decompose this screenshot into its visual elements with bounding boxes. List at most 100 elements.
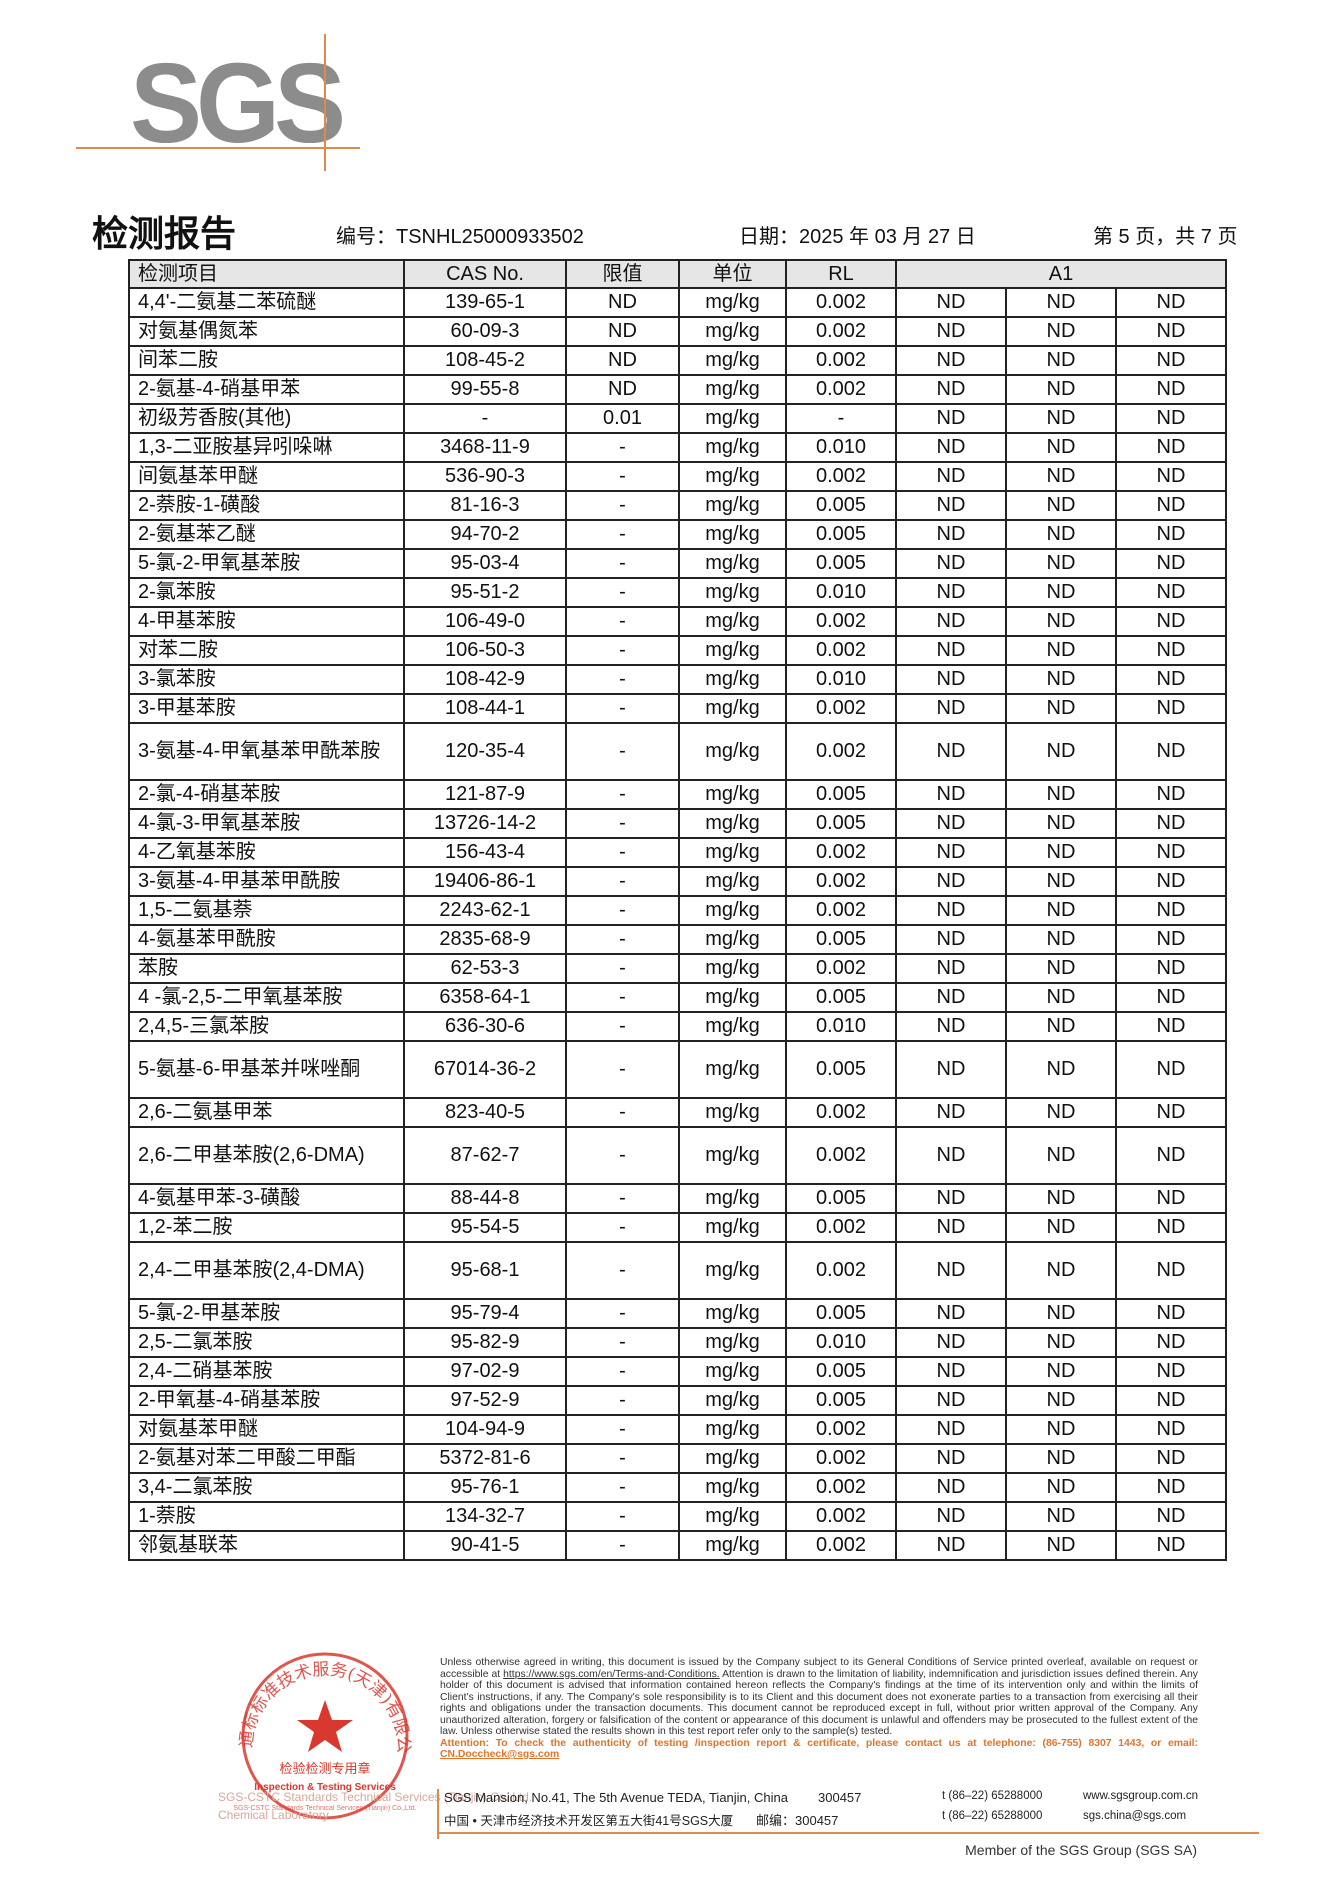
- cell-item: 4-氨基甲苯-3-磺酸: [128, 1183, 405, 1214]
- cell-unit: mg/kg: [678, 1298, 787, 1329]
- cell-a1-result-1: ND: [895, 635, 1007, 666]
- cell-a1-result-1: ND: [895, 1385, 1007, 1416]
- table-row: 2,5-二氯苯胺 95-82-9- mg/kg 0.010 ND ND ND: [128, 1327, 1227, 1358]
- cell-cas: 120-35-4: [403, 722, 567, 781]
- cell-item: 间氨基苯甲醚: [128, 461, 405, 492]
- cell-item: 苯胺: [128, 953, 405, 984]
- cell-unit: mg/kg: [678, 345, 787, 376]
- cell-cas: 19406-86-1: [403, 866, 567, 897]
- cell-cas: 62-53-3: [403, 953, 567, 984]
- table-row: 3,4-二氯苯胺 95-76-1- mg/kg 0.002 ND ND ND: [128, 1472, 1227, 1503]
- cell-a1-result-1: ND: [895, 924, 1007, 955]
- cell-a1-result-1: ND: [895, 1040, 1007, 1099]
- stamp-outer-en: SGS-CSTC Standards Technical Services (T…: [233, 1805, 416, 1812]
- cell-rl: 0.005: [785, 982, 897, 1013]
- cell-item: 2-氯苯胺: [128, 577, 405, 608]
- terms-link[interactable]: https://www.sgs.com/en/Terms-and-Conditi…: [503, 1668, 720, 1680]
- cell-limit: -: [565, 664, 680, 695]
- cell-item: 3-甲基苯胺: [128, 693, 405, 724]
- cell-a1-result-1: ND: [895, 1011, 1007, 1042]
- cell-a1-result-3: ND: [1115, 635, 1227, 666]
- doccheck-email-link[interactable]: CN.Doccheck@sgs.com: [440, 1749, 560, 1760]
- cell-limit: -: [565, 1385, 680, 1416]
- authenticity-notice: Attention: To check the authenticity of …: [440, 1737, 1198, 1749]
- cell-unit: mg/kg: [678, 287, 787, 318]
- cell-item: 1,2-苯二胺: [128, 1212, 405, 1243]
- cell-unit: mg/kg: [678, 1040, 787, 1099]
- cell-a1-result-3: ND: [1115, 953, 1227, 984]
- cell-a1-result-3: ND: [1115, 1097, 1227, 1128]
- cell-item: 2-氨基对苯二甲酸二甲酯: [128, 1443, 405, 1474]
- cell-limit: -: [565, 1040, 680, 1099]
- cell-a1-result-3: ND: [1115, 1241, 1227, 1300]
- cell-unit: mg/kg: [678, 1530, 787, 1561]
- cell-a1-result-1: ND: [895, 982, 1007, 1013]
- cell-item: 4-氯-3-甲氧基苯胺: [128, 808, 405, 839]
- cell-a1-result-3: ND: [1115, 374, 1227, 405]
- cell-a1-result-1: ND: [895, 779, 1007, 810]
- cell-rl: 0.002: [785, 1212, 897, 1243]
- cell-a1-result-3: ND: [1115, 1472, 1227, 1503]
- cell-limit: -: [565, 635, 680, 666]
- cell-rl: 0.002: [785, 1097, 897, 1128]
- cell-limit: -: [565, 1097, 680, 1128]
- cell-a1-result-3: ND: [1115, 808, 1227, 839]
- cell-cas: 95-79-4: [403, 1298, 567, 1329]
- table-row: 对氨基苯甲醚 104-94-9- mg/kg 0.002 ND ND ND: [128, 1414, 1227, 1445]
- inspection-stamp: 通标标准技术服务(天津)有限公司 检验检测专用章 Inspection & Te…: [230, 1648, 417, 1820]
- cell-a1-result-2: ND: [1005, 722, 1117, 781]
- cell-unit: mg/kg: [678, 924, 787, 955]
- cell-item: 4-乙氧基苯胺: [128, 837, 405, 868]
- cell-unit: mg/kg: [678, 461, 787, 492]
- table-row: 2,4-二甲基苯胺(2,4-DMA) 95-68-1- mg/kg 0.002 ND ND…: [128, 1241, 1227, 1300]
- cell-a1-result-2: ND: [1005, 866, 1117, 897]
- cell-limit: ND: [565, 345, 680, 376]
- cell-cas: 95-03-4: [403, 548, 567, 579]
- cell-rl: 0.002: [785, 461, 897, 492]
- cell-item: 4-甲基苯胺: [128, 606, 405, 637]
- cell-cas: 636-30-6: [403, 1011, 567, 1042]
- website[interactable]: www.sgsgroup.com.cn: [1083, 1790, 1199, 1802]
- header-rl: RL: [785, 259, 897, 289]
- cell-limit: -: [565, 1327, 680, 1358]
- header-item: 检测项目: [128, 259, 405, 289]
- table-row: 间氨基苯甲醚 536-90-3- mg/kg 0.002 ND ND ND: [128, 461, 1227, 492]
- header-a1: A1: [895, 259, 1227, 289]
- table-row: 对氨基偶氮苯 60-09-3 ND mg/kg 0.002 ND ND ND: [128, 316, 1227, 347]
- cell-unit: mg/kg: [678, 664, 787, 695]
- cell-a1-result-3: ND: [1115, 1298, 1227, 1329]
- table-row: 邻氨基联苯 90-41-5- mg/kg 0.002 ND ND ND: [128, 1530, 1227, 1561]
- cell-cas: 3468-11-9: [403, 432, 567, 463]
- cell-a1-result-2: ND: [1005, 1472, 1117, 1503]
- footer-divider: [437, 1832, 1259, 1834]
- cell-a1-result-3: ND: [1115, 548, 1227, 579]
- cell-unit: mg/kg: [678, 982, 787, 1013]
- cell-limit: -: [565, 808, 680, 839]
- cell-cas: 97-02-9: [403, 1356, 567, 1387]
- cell-item: 3-氨基-4-甲氧基苯甲酰苯胺: [128, 722, 405, 781]
- cell-a1-result-2: ND: [1005, 374, 1117, 405]
- cell-cas: 536-90-3: [403, 461, 567, 492]
- disclaimer-text-1: Unless otherwise agreed in writing, this…: [440, 1657, 1198, 1680]
- cell-a1-result-2: ND: [1005, 519, 1117, 550]
- cell-a1-result-3: ND: [1115, 345, 1227, 376]
- contact-email[interactable]: sgs.china@sgs.com: [1083, 1810, 1187, 1822]
- cell-limit: -: [565, 1530, 680, 1561]
- cell-cas: 81-16-3: [403, 490, 567, 521]
- cell-a1-result-1: ND: [895, 808, 1007, 839]
- cell-cas: 6358-64-1: [403, 982, 567, 1013]
- cell-a1-result-3: ND: [1115, 1212, 1227, 1243]
- cell-rl: 0.002: [785, 635, 897, 666]
- cell-a1-result-3: ND: [1115, 1183, 1227, 1214]
- cell-a1-result-1: ND: [895, 953, 1007, 984]
- cell-unit: mg/kg: [678, 1011, 787, 1042]
- cell-a1-result-3: ND: [1115, 461, 1227, 492]
- cell-item: 2-氨基-4-硝基甲苯: [128, 374, 405, 405]
- table-row: 2-氨基-4-硝基甲苯 99-55-8 ND mg/kg 0.002 ND ND ND: [128, 374, 1227, 405]
- cell-item: 3-氯苯胺: [128, 664, 405, 695]
- cell-a1-result-1: ND: [895, 577, 1007, 608]
- cell-cas: 90-41-5: [403, 1530, 567, 1561]
- cell-cas: 106-49-0: [403, 606, 567, 637]
- cell-rl: 0.002: [785, 1472, 897, 1503]
- cell-limit: -: [565, 895, 680, 926]
